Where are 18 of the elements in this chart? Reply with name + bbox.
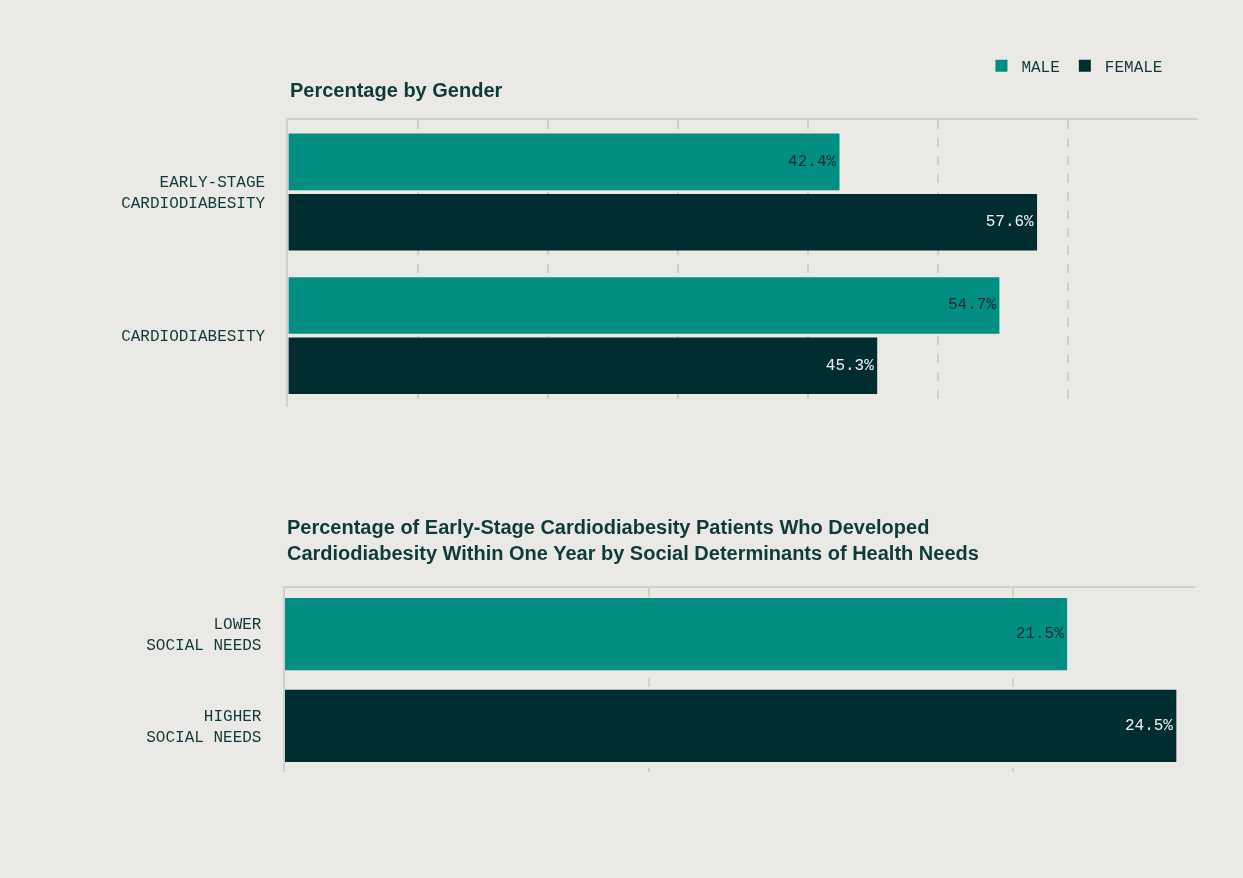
data-label: 21.5% [1015, 625, 1065, 644]
y-tick-label: CARDIODIABESITY [121, 328, 266, 347]
bar [288, 133, 840, 191]
bar [288, 337, 878, 395]
y-tick-label: EARLY-STAGE CARDIODIABESITY [121, 174, 266, 214]
chart-title: Percentage by Gender [290, 79, 503, 101]
bar [288, 277, 1000, 334]
data-label: 57.6% [985, 213, 1035, 232]
y-tick-label: HIGHER SOCIAL NEEDS [146, 708, 262, 747]
legend-label: FEMALE [1104, 58, 1163, 77]
legend-label: MALE [1021, 58, 1060, 77]
data-label: 42.4% [788, 152, 837, 171]
y-tick-label: LOWER SOCIAL NEEDS [146, 616, 262, 656]
data-label: 45.3% [825, 356, 875, 375]
chart-title: Percentage of Early-Stage Cardiodiabesity Patients Who Developed Cardiodiabesity Within One Year by Social Determinants of Health Needs [287, 516, 979, 564]
bar [288, 193, 1038, 251]
data-label: 54.7% [947, 296, 997, 315]
data-label: 24.5% [1124, 716, 1174, 735]
